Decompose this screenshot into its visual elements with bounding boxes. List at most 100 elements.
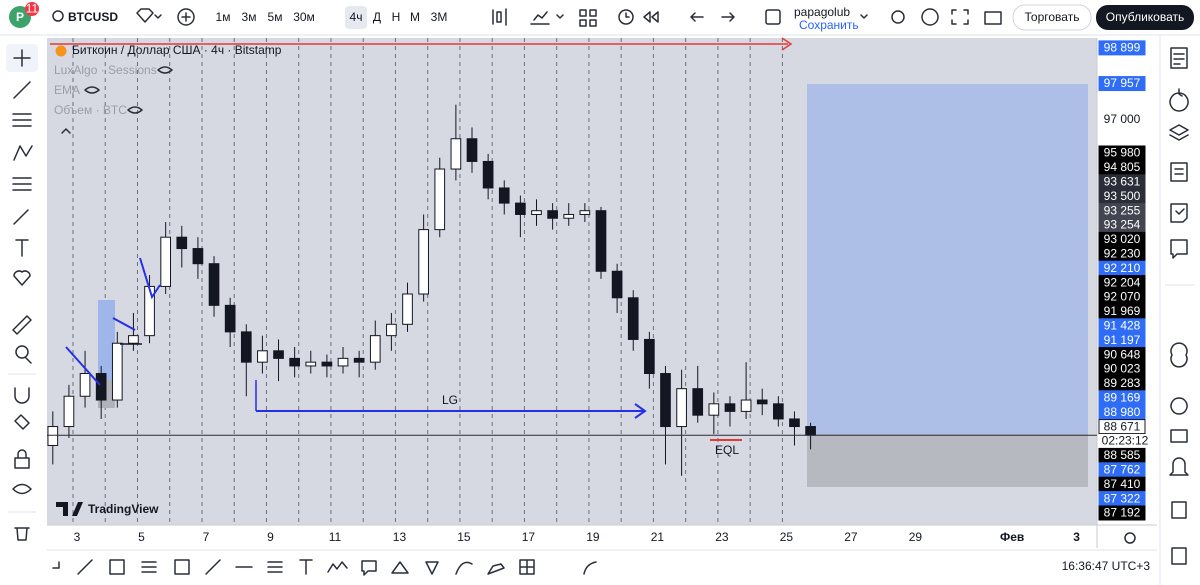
- candle-body: [466, 138, 478, 162]
- price-label: 87 762: [1104, 462, 1141, 476]
- watermark-logo: [56, 502, 83, 516]
- x-tick-label: 23: [715, 530, 729, 544]
- annotation: LG: [442, 393, 458, 407]
- badge: [25, 2, 39, 16]
- candles: [47, 104, 816, 476]
- price-label: 92 070: [1104, 290, 1141, 304]
- interval[interactable]: М: [410, 10, 420, 24]
- settings-icon[interactable]: [1124, 532, 1136, 544]
- x-tick-label: 7: [203, 530, 210, 544]
- interval[interactable]: 30м: [293, 10, 315, 24]
- price-label: 88 585: [1104, 448, 1141, 462]
- toolbar-icons-right[interactable]: [860, 8, 1002, 26]
- indicator[interactable]: EMA: [54, 83, 80, 97]
- price-label: 87 322: [1104, 491, 1141, 505]
- x-tick-label: 21: [651, 530, 665, 544]
- arrow-head: [781, 37, 793, 51]
- candle-body: [644, 338, 655, 375]
- interval[interactable]: 1м: [216, 10, 231, 24]
- publish-button[interactable]: [1096, 5, 1194, 30]
- price-label-bg: [1098, 419, 1146, 435]
- countdown-bg: [1099, 434, 1151, 448]
- interval[interactable]: 4ч: [350, 10, 363, 24]
- collapse-icon[interactable]: [61, 128, 71, 134]
- interval[interactable]: Д: [373, 10, 381, 24]
- user[interactable]: papagolub: [794, 5, 850, 19]
- price-label: 91 428: [1104, 318, 1141, 332]
- candle-body: [63, 395, 75, 428]
- symbol[interactable]: BTCUSD: [68, 10, 118, 24]
- countdown: 02:23:12: [1102, 434, 1149, 448]
- eye-icons[interactable]: [84, 66, 173, 114]
- candle-body: [337, 357, 349, 367]
- x-tick-label: 3: [74, 530, 81, 544]
- candle-body: [740, 399, 752, 412]
- x-tick-label: 25: [780, 530, 794, 544]
- price-label: 88 980: [1104, 405, 1141, 419]
- search-icon[interactable]: [52, 10, 64, 22]
- candle-body: [353, 357, 365, 363]
- candle-body: [369, 335, 381, 363]
- x-tick-label: 9: [267, 530, 274, 544]
- x-tick-label: 15: [457, 530, 471, 544]
- trade-button[interactable]: [1012, 4, 1092, 31]
- candle-body: [676, 388, 687, 428]
- candle-body: [434, 168, 446, 231]
- candle-body: [660, 373, 671, 428]
- price-label: 90 648: [1104, 347, 1141, 361]
- avatar-letter: P: [16, 10, 24, 24]
- price-label: 89 169: [1104, 390, 1141, 404]
- indicator[interactable]: Объем · BTC: [54, 103, 127, 117]
- target-zone: [807, 84, 1088, 434]
- price-label: 88 671: [1104, 419, 1141, 433]
- candle-body: [128, 335, 139, 344]
- indicator[interactable]: LuxAlgo · Sessions: [54, 63, 157, 77]
- candle-body: [692, 388, 704, 416]
- drawing-toolbar[interactable]: [52, 559, 597, 576]
- candle-body: [160, 236, 172, 287]
- publish-label: Опубликовать: [1106, 10, 1184, 24]
- candle-body: [531, 210, 542, 215]
- structure-lines: [65, 257, 161, 386]
- x-tick-label: 5: [138, 530, 145, 544]
- x-tick-label: 29: [909, 530, 923, 544]
- candle-body: [257, 350, 268, 363]
- interval[interactable]: 3М: [431, 10, 448, 24]
- candle-body: [47, 426, 59, 446]
- price-label: 91 969: [1104, 304, 1141, 318]
- price-label: 87 410: [1104, 477, 1141, 491]
- candle-body: [192, 248, 204, 265]
- candle-body: [805, 426, 816, 436]
- candle-body: [402, 293, 413, 325]
- candle-body: [289, 357, 300, 367]
- bitcoin-icon: [55, 45, 67, 57]
- active-interval: [345, 6, 367, 29]
- toolbar-icons[interactable]: [492, 8, 735, 27]
- candle-body: [418, 229, 429, 295]
- symbol-icon[interactable]: [136, 8, 162, 23]
- interval[interactable]: 5м: [268, 10, 283, 24]
- candle-body: [789, 418, 800, 428]
- interval[interactable]: 3м: [242, 10, 257, 24]
- candle-body: [79, 373, 91, 397]
- compare-icon[interactable]: [177, 8, 195, 26]
- candle-body: [756, 399, 768, 405]
- price-label: 92 230: [1104, 246, 1141, 260]
- interval[interactable]: Н: [392, 10, 401, 24]
- side-panel-icons[interactable]: [1169, 47, 1189, 565]
- lg-arrow-head: [634, 403, 647, 419]
- price-label: 91 197: [1104, 333, 1141, 347]
- annotation: EQL: [715, 443, 739, 457]
- price-label: 93 631: [1104, 174, 1141, 188]
- drawing-tools[interactable]: [12, 49, 33, 541]
- price-label: 98 899: [1104, 41, 1141, 55]
- layout-icon[interactable]: [765, 9, 781, 25]
- candle-body: [547, 210, 558, 219]
- x-tick-label: 11: [329, 530, 342, 544]
- candle-body: [176, 236, 188, 250]
- candle-body: [273, 350, 284, 359]
- legend-title: Биткоин / Доллар США · 4ч · Bitstamp: [72, 43, 282, 57]
- save[interactable]: Сохранить: [799, 18, 859, 32]
- candle-body: [724, 403, 736, 412]
